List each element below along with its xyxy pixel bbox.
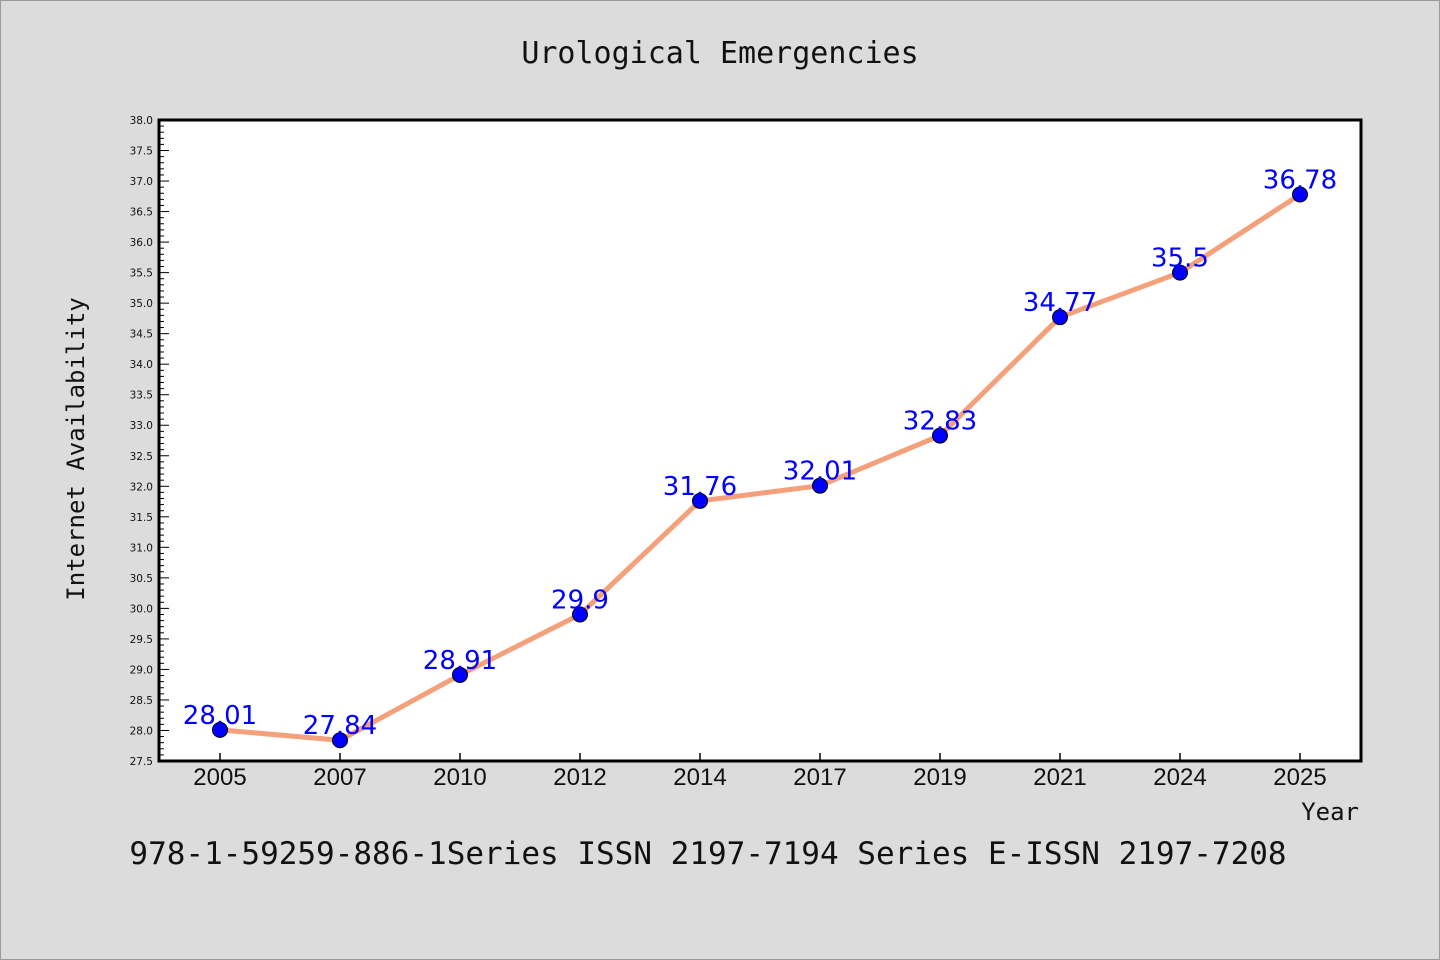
x-axis-label: Year [1301, 798, 1359, 826]
y-tick-label: 33.5 [130, 390, 153, 402]
data-point-marker [932, 427, 948, 444]
y-tick-label: 28.0 [130, 725, 153, 737]
x-tick-label: 2025 [1273, 764, 1326, 791]
y-axis-label: Internet Availability [62, 297, 90, 600]
x-tick-label: 2010 [433, 764, 486, 791]
data-point-marker [332, 732, 348, 749]
x-tick-label: 2014 [673, 764, 726, 791]
y-tick-label: 28.5 [130, 695, 153, 707]
chart-title: Urological Emergencies [521, 36, 918, 71]
y-tick-label: 34.5 [130, 329, 153, 341]
data-point-label: 28.01 [183, 701, 257, 731]
data-point-marker [1292, 186, 1308, 203]
y-tick-label: 29.0 [130, 664, 153, 676]
x-tick-label: 2024 [1153, 764, 1206, 791]
data-point-marker [1052, 309, 1068, 326]
y-tick-label: 32.0 [130, 481, 153, 493]
data-point-label: 32.83 [903, 407, 977, 437]
y-tick-label: 32.5 [130, 451, 153, 463]
data-point-label: 29.9 [551, 585, 609, 615]
y-tick-label: 31.0 [130, 542, 153, 554]
y-tick-label: 33.0 [130, 420, 153, 432]
data-point-marker [812, 477, 828, 494]
data-point-label: 31.76 [663, 472, 737, 502]
x-tick-label: 2017 [793, 764, 846, 791]
y-tick-label: 36.0 [130, 237, 153, 249]
data-point-label: 28.91 [423, 646, 497, 676]
y-tick-label: 27.5 [130, 756, 153, 768]
x-tick-label: 2007 [313, 764, 366, 791]
series-polyline [217, 191, 1303, 743]
x-tick-label: 2005 [193, 764, 246, 791]
plot-area [159, 120, 1361, 761]
data-point-marker [572, 606, 588, 623]
y-tick-label: 37.0 [130, 176, 153, 188]
x-axis-ticks: 2005 2007 2010 2012 2014 2017 2019 2021 2024 2025 [193, 753, 1327, 791]
y-tick-label: 36.5 [130, 207, 153, 219]
plot-border [157, 118, 1363, 763]
data-point-label: 35.5 [1151, 244, 1209, 274]
y-tick-label: 35.0 [130, 298, 153, 310]
y-tick-label: 29.5 [130, 634, 153, 646]
data-point-label: 32.01 [783, 457, 857, 487]
data-point-marker [692, 492, 708, 509]
data-point-marker [212, 721, 228, 738]
footer-isbn-text: 978-1-59259-886-1Series ISSN 2197-7194 S… [129, 836, 1286, 872]
y-axis-ticks: 27.5 28.0 28.5 29.0 29.5 30.0 30.5 31.0 31.5 32.0… [130, 115, 169, 768]
data-labels: 28.01 27.84 28.91 29.9 31.76 32.01 32.83 34.77 3… [183, 165, 1337, 741]
data-markers [212, 186, 1308, 749]
data-point-marker [452, 666, 468, 683]
series-line [217, 191, 1303, 743]
y-tick-label: 38.0 [130, 115, 153, 127]
y-tick-label: 30.5 [130, 573, 153, 585]
data-point-label: 34.77 [1023, 288, 1097, 318]
x-tick-label: 2021 [1033, 764, 1086, 791]
y-tick-label: 31.5 [130, 512, 153, 524]
data-point-label: 36.78 [1263, 165, 1337, 195]
y-tick-label: 30.0 [130, 603, 153, 615]
data-point-marker [1172, 264, 1188, 281]
y-tick-label: 37.5 [130, 146, 153, 158]
x-tick-label: 2012 [553, 764, 606, 791]
y-tick-label: 34.0 [130, 359, 153, 371]
data-point-label: 27.84 [303, 711, 377, 741]
x-tick-label: 2019 [913, 764, 966, 791]
y-tick-label: 35.5 [130, 268, 153, 280]
